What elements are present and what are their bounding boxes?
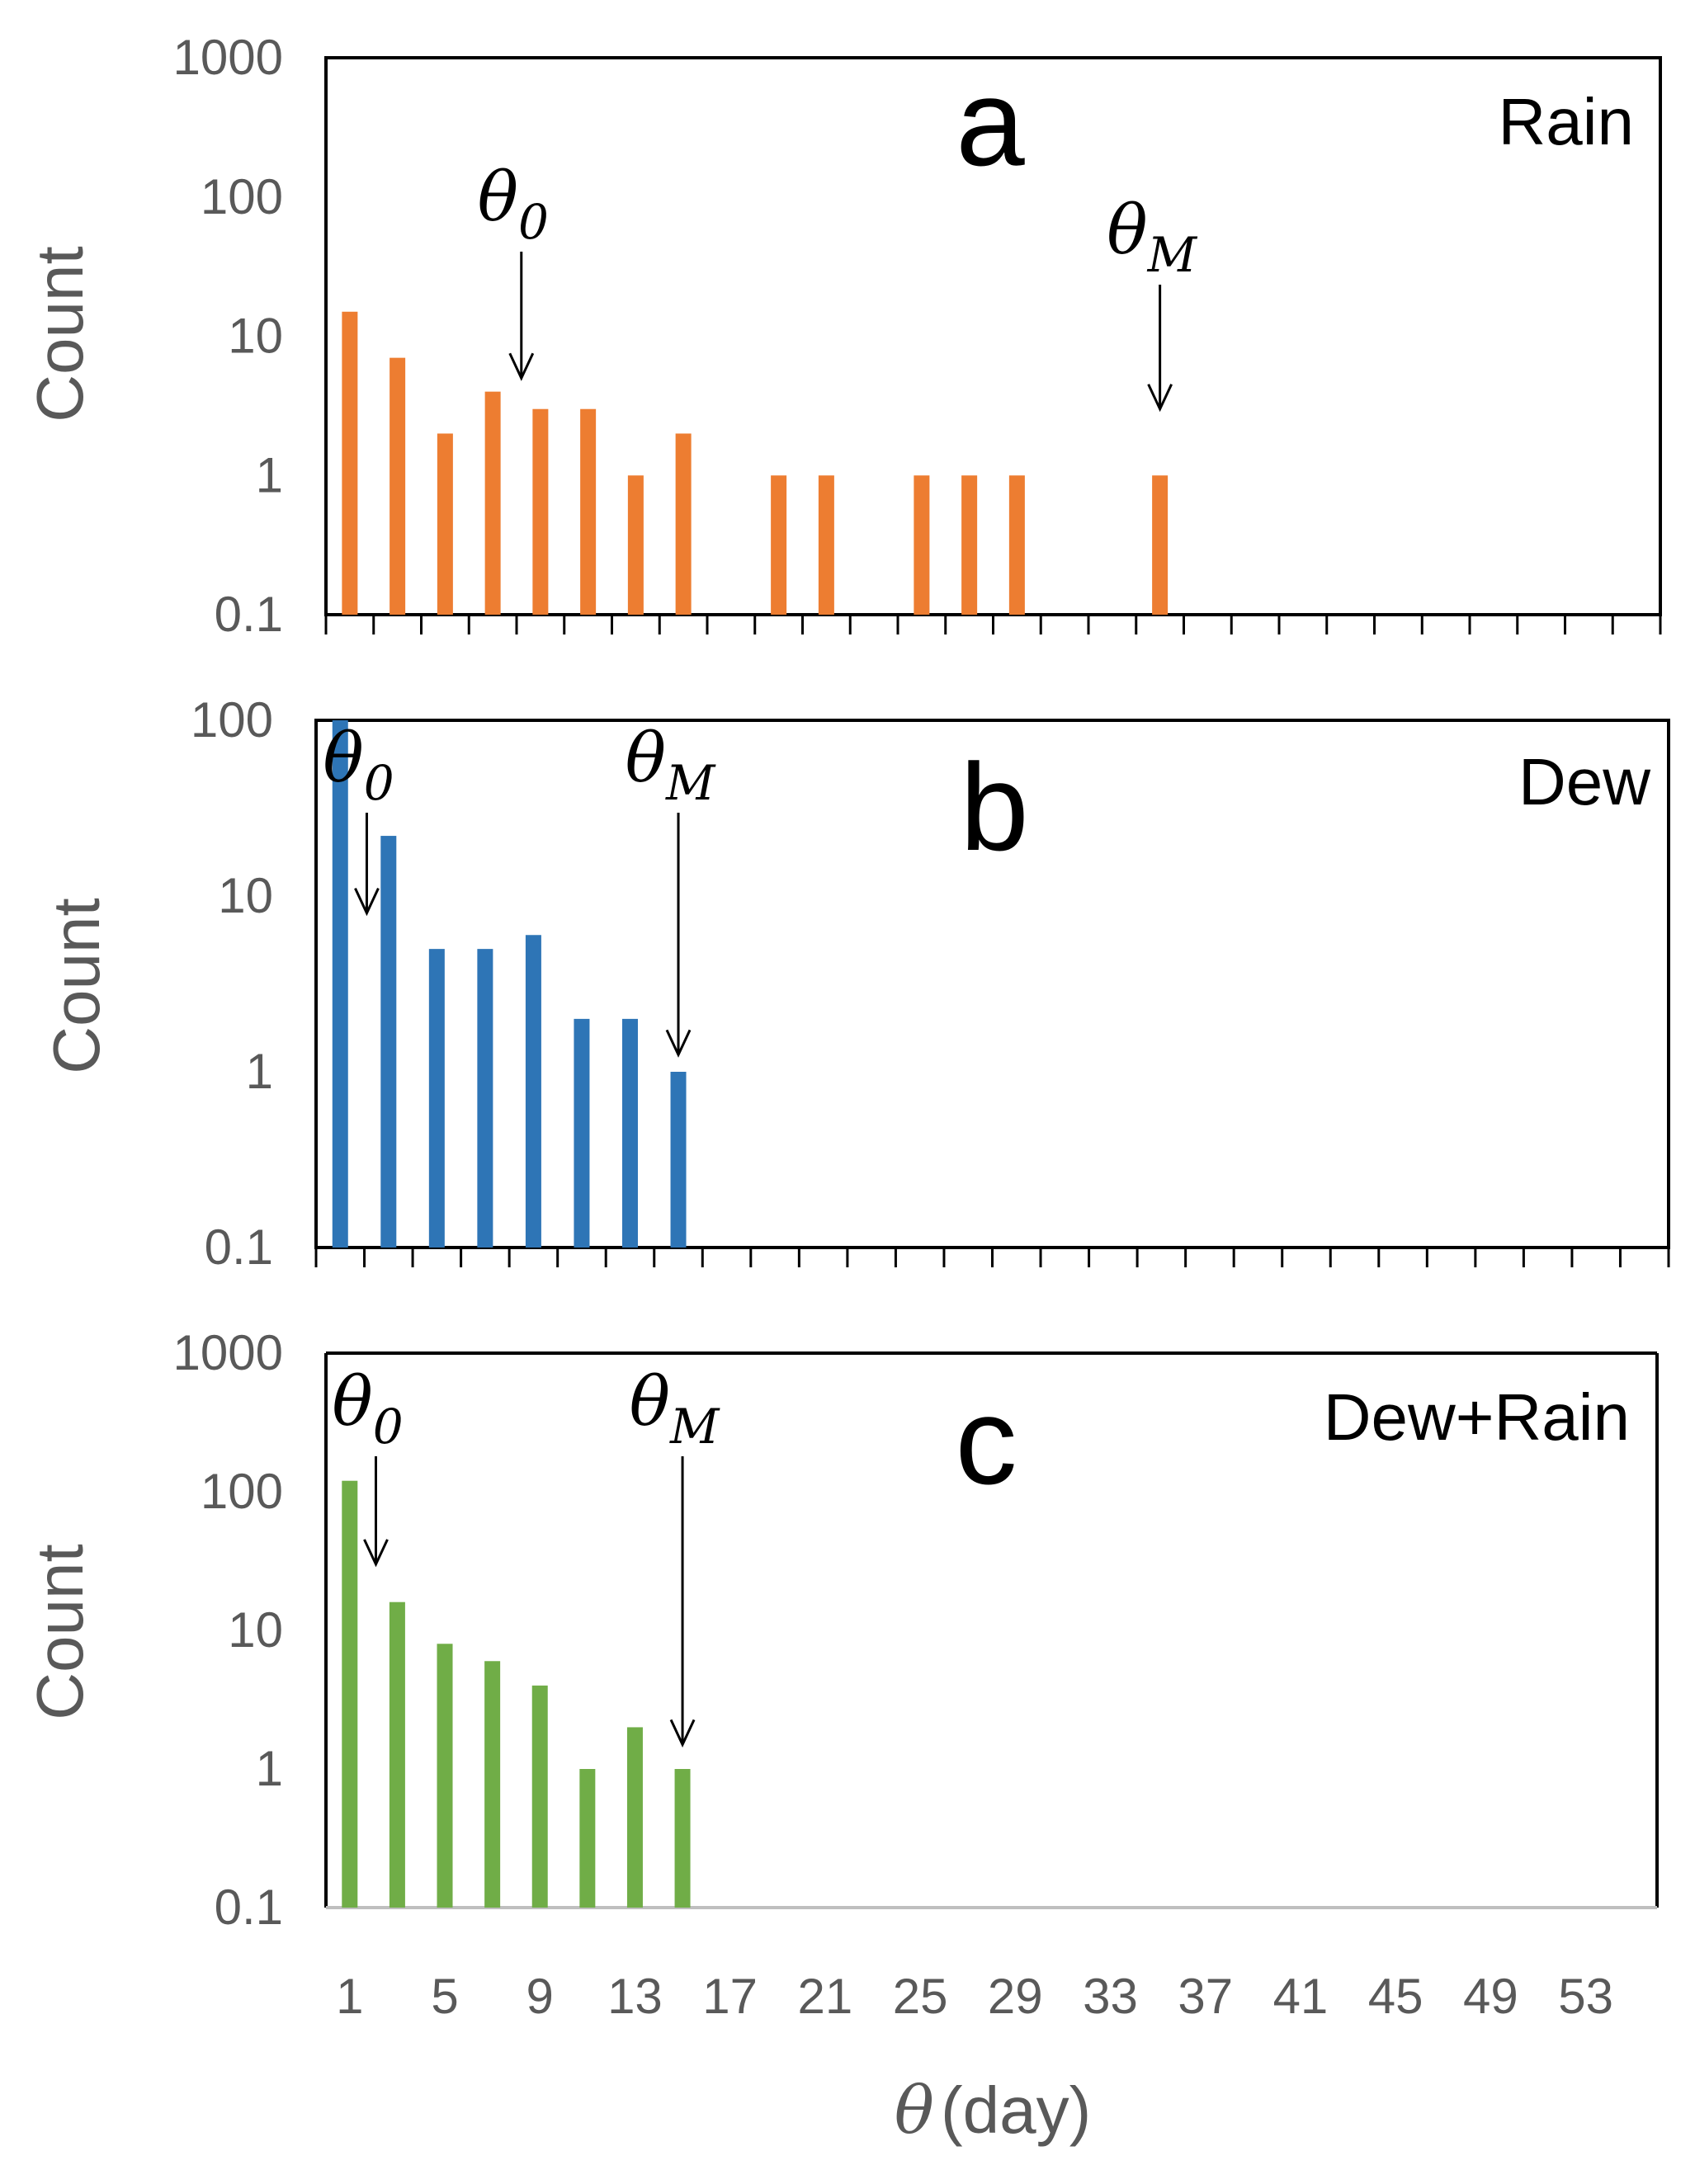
annotation-arrow	[669, 1456, 696, 1748]
annotation-label: θ0	[323, 719, 394, 811]
bar	[389, 1601, 405, 1908]
bar	[390, 357, 406, 615]
bar	[437, 433, 453, 615]
y-tick-label: 100	[201, 1464, 283, 1519]
bar	[627, 475, 644, 615]
bar	[484, 391, 501, 615]
bar	[1008, 475, 1025, 615]
x-tick-label: 25	[893, 1969, 948, 2024]
bar	[771, 475, 787, 615]
bar	[484, 1661, 501, 1908]
panel-b: 0.1 1 10 100 Count b Dew θ0 θM	[40, 692, 1670, 1275]
series-label: Dew	[1518, 745, 1650, 818]
annotation-label: θM	[626, 719, 716, 811]
annotation-arrow	[1147, 285, 1173, 413]
bar	[532, 408, 549, 615]
bar	[626, 1727, 643, 1908]
bar	[674, 1769, 691, 1908]
bar	[574, 1018, 590, 1248]
bar	[380, 836, 397, 1248]
y-tick-label: 100	[201, 169, 283, 224]
panel-letter: c	[956, 1371, 1017, 1510]
y-axis-title: Count	[23, 1544, 97, 1719]
panel-letter: a	[956, 53, 1025, 191]
y-tick-label: 1	[256, 1741, 283, 1796]
bar	[670, 1072, 687, 1248]
x-tick-label: 1	[336, 1969, 363, 2024]
series-label: Rain	[1498, 85, 1634, 158]
x-tick-label: 17	[702, 1969, 758, 2024]
y-tick-label: 1000	[173, 30, 283, 85]
bar	[621, 1018, 638, 1248]
y-axis-title: Count	[40, 898, 113, 1073]
x-tick-label: 49	[1463, 1969, 1518, 2024]
panel-c: 0.1 1 10 100 1000 Count c Dew+Rain θ0 θM	[23, 1325, 1659, 1935]
x-tick-label: 45	[1368, 1969, 1424, 2024]
y-tick-label: 0.1	[215, 587, 283, 642]
x-tick-label: 9	[526, 1969, 554, 2024]
bar	[818, 475, 834, 615]
annotation-arrow	[665, 813, 692, 1058]
shared-x-axis: 1 5 9 13 17 21 25 29 33 37 41 45 49 53 θ (day)	[336, 1969, 1613, 2149]
annotation-arrow	[508, 252, 535, 381]
bar	[580, 408, 597, 615]
bar	[525, 935, 541, 1248]
annotation-label: θM	[630, 1363, 720, 1455]
x-axis-title: θ (day)	[895, 2072, 1091, 2149]
series-label: Dew+Rain	[1324, 1380, 1630, 1454]
x-tick-label: 5	[431, 1969, 458, 2024]
annotation-arrow	[363, 1456, 389, 1568]
x-tick-label: 13	[607, 1969, 663, 2024]
bar	[342, 1480, 358, 1908]
bar	[437, 1644, 453, 1908]
bar	[961, 475, 978, 615]
bar	[675, 433, 692, 615]
annotation-label: θ0	[332, 1363, 403, 1455]
x-tick-label: 53	[1558, 1969, 1613, 2024]
y-axis-title: Count	[23, 246, 97, 422]
y-tick-label: 0.1	[205, 1219, 273, 1275]
y-tick-label: 1	[256, 447, 283, 502]
x-tick-label: 29	[988, 1969, 1043, 2024]
annotation-arrow	[354, 813, 380, 917]
y-tick-label: 10	[228, 309, 283, 364]
x-tick-label: 41	[1273, 1969, 1329, 2024]
panel-a: 0.1 1 10 100 1000 Count a Rain θ0 θM	[23, 30, 1662, 642]
x-tick-label: 33	[1083, 1969, 1138, 2024]
y-tick-label: 10	[218, 868, 273, 923]
y-tick-label: 1000	[173, 1325, 283, 1380]
bar	[531, 1685, 548, 1908]
bar	[332, 720, 348, 1248]
x-tick-label: 21	[798, 1969, 853, 2024]
bar	[342, 311, 358, 615]
panel-letter: b	[960, 738, 1028, 876]
y-tick-label: 10	[228, 1602, 283, 1658]
bar	[428, 949, 445, 1248]
annotation-label: θ0	[478, 158, 549, 250]
y-tick-label: 100	[191, 692, 273, 748]
bar	[1152, 475, 1169, 615]
bar	[914, 475, 930, 615]
annotation-label: θM	[1107, 191, 1197, 283]
x-tick-label: 37	[1178, 1969, 1233, 2024]
y-tick-label: 1	[246, 1044, 273, 1099]
bar	[579, 1769, 596, 1908]
bar	[477, 949, 493, 1248]
y-tick-label: 0.1	[215, 1880, 283, 1935]
